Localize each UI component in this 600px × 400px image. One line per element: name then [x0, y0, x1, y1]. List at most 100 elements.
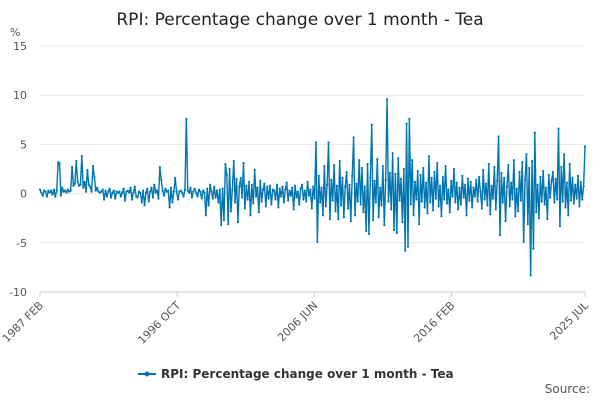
data-point[interactable]: [104, 189, 107, 192]
data-point[interactable]: [505, 185, 509, 188]
data-point[interactable]: [213, 185, 216, 188]
data-point[interactable]: [560, 165, 563, 169]
data-point[interactable]: [525, 153, 528, 156]
data-point[interactable]: [199, 190, 202, 193]
data-point[interactable]: [69, 189, 72, 192]
data-point[interactable]: [323, 164, 326, 168]
data-point[interactable]: [519, 199, 522, 202]
data-point[interactable]: [518, 170, 521, 174]
data-point[interactable]: [337, 218, 340, 221]
data-point[interactable]: [391, 152, 394, 155]
data-point[interactable]: [217, 201, 220, 204]
data-point[interactable]: [341, 176, 344, 179]
data-point[interactable]: [151, 196, 154, 199]
data-point[interactable]: [75, 160, 78, 163]
data-point[interactable]: [324, 205, 327, 208]
data-point[interactable]: [136, 196, 139, 199]
data-point[interactable]: [264, 205, 267, 208]
data-point[interactable]: [40, 191, 43, 194]
data-point[interactable]: [221, 187, 224, 190]
data-point[interactable]: [397, 157, 400, 160]
data-point[interactable]: [512, 159, 516, 162]
data-point[interactable]: [224, 162, 227, 166]
data-point[interactable]: [379, 186, 382, 189]
data-point[interactable]: [344, 185, 347, 188]
data-point[interactable]: [225, 173, 228, 176]
data-point[interactable]: [451, 195, 454, 198]
data-point[interactable]: [369, 176, 372, 179]
data-point[interactable]: [426, 212, 429, 215]
data-point[interactable]: [89, 185, 92, 188]
data-point[interactable]: [320, 186, 323, 189]
data-point[interactable]: [203, 191, 206, 194]
data-point[interactable]: [390, 208, 393, 211]
data-point[interactable]: [288, 189, 291, 192]
data-point[interactable]: [59, 194, 63, 197]
data-point[interactable]: [479, 190, 482, 193]
data-point[interactable]: [408, 117, 411, 120]
data-point[interactable]: [298, 203, 301, 206]
data-point[interactable]: [285, 181, 288, 184]
data-point[interactable]: [342, 216, 345, 219]
data-point[interactable]: [409, 203, 412, 206]
data-point[interactable]: [295, 196, 298, 199]
data-point[interactable]: [448, 211, 451, 214]
data-point[interactable]: [419, 173, 422, 176]
data-point[interactable]: [373, 179, 376, 182]
data-point[interactable]: [169, 186, 173, 189]
data-point[interactable]: [256, 186, 259, 189]
data-point[interactable]: [333, 163, 336, 167]
data-point[interactable]: [260, 200, 263, 203]
data-point[interactable]: [370, 123, 373, 126]
data-point[interactable]: [402, 167, 405, 171]
data-point[interactable]: [383, 223, 386, 227]
data-point[interactable]: [94, 189, 97, 192]
data-point[interactable]: [229, 210, 233, 213]
data-point[interactable]: [142, 189, 145, 192]
data-point[interactable]: [307, 194, 311, 197]
data-point[interactable]: [328, 218, 332, 221]
data-point[interactable]: [238, 185, 241, 188]
data-point[interactable]: [292, 208, 295, 211]
data-point[interactable]: [554, 177, 557, 180]
data-point[interactable]: [539, 175, 542, 178]
data-point[interactable]: [387, 200, 390, 203]
data-point[interactable]: [356, 200, 359, 203]
data-point[interactable]: [547, 173, 550, 176]
data-point[interactable]: [546, 218, 549, 221]
data-point[interactable]: [181, 191, 184, 194]
data-point[interactable]: [222, 219, 226, 222]
data-point[interactable]: [214, 196, 217, 199]
data-point[interactable]: [422, 166, 425, 170]
data-point[interactable]: [348, 183, 351, 186]
data-point[interactable]: [394, 172, 397, 176]
data-point[interactable]: [52, 188, 56, 191]
data-point[interactable]: [441, 175, 444, 178]
data-point[interactable]: [197, 188, 200, 191]
data-point[interactable]: [532, 247, 535, 250]
data-point[interactable]: [91, 164, 95, 168]
data-point[interactable]: [266, 185, 269, 188]
data-point[interactable]: [126, 189, 129, 192]
data-point[interactable]: [380, 204, 383, 207]
data-point[interactable]: [381, 164, 384, 168]
data-point[interactable]: [489, 213, 492, 216]
data-point[interactable]: [314, 141, 318, 144]
data-point[interactable]: [445, 202, 449, 205]
data-point[interactable]: [61, 186, 64, 189]
data-point[interactable]: [236, 221, 240, 224]
data-point[interactable]: [497, 135, 500, 138]
data-point[interactable]: [360, 166, 364, 170]
data-point[interactable]: [250, 183, 253, 186]
data-point[interactable]: [510, 181, 513, 184]
data-point[interactable]: [246, 198, 249, 201]
data-point[interactable]: [516, 210, 520, 213]
data-point[interactable]: [123, 199, 127, 202]
data-point[interactable]: [44, 190, 47, 193]
data-point[interactable]: [188, 191, 191, 194]
data-point[interactable]: [111, 191, 114, 194]
data-point[interactable]: [351, 174, 354, 177]
data-point[interactable]: [132, 191, 135, 194]
data-point[interactable]: [227, 223, 230, 226]
data-point[interactable]: [384, 178, 387, 181]
